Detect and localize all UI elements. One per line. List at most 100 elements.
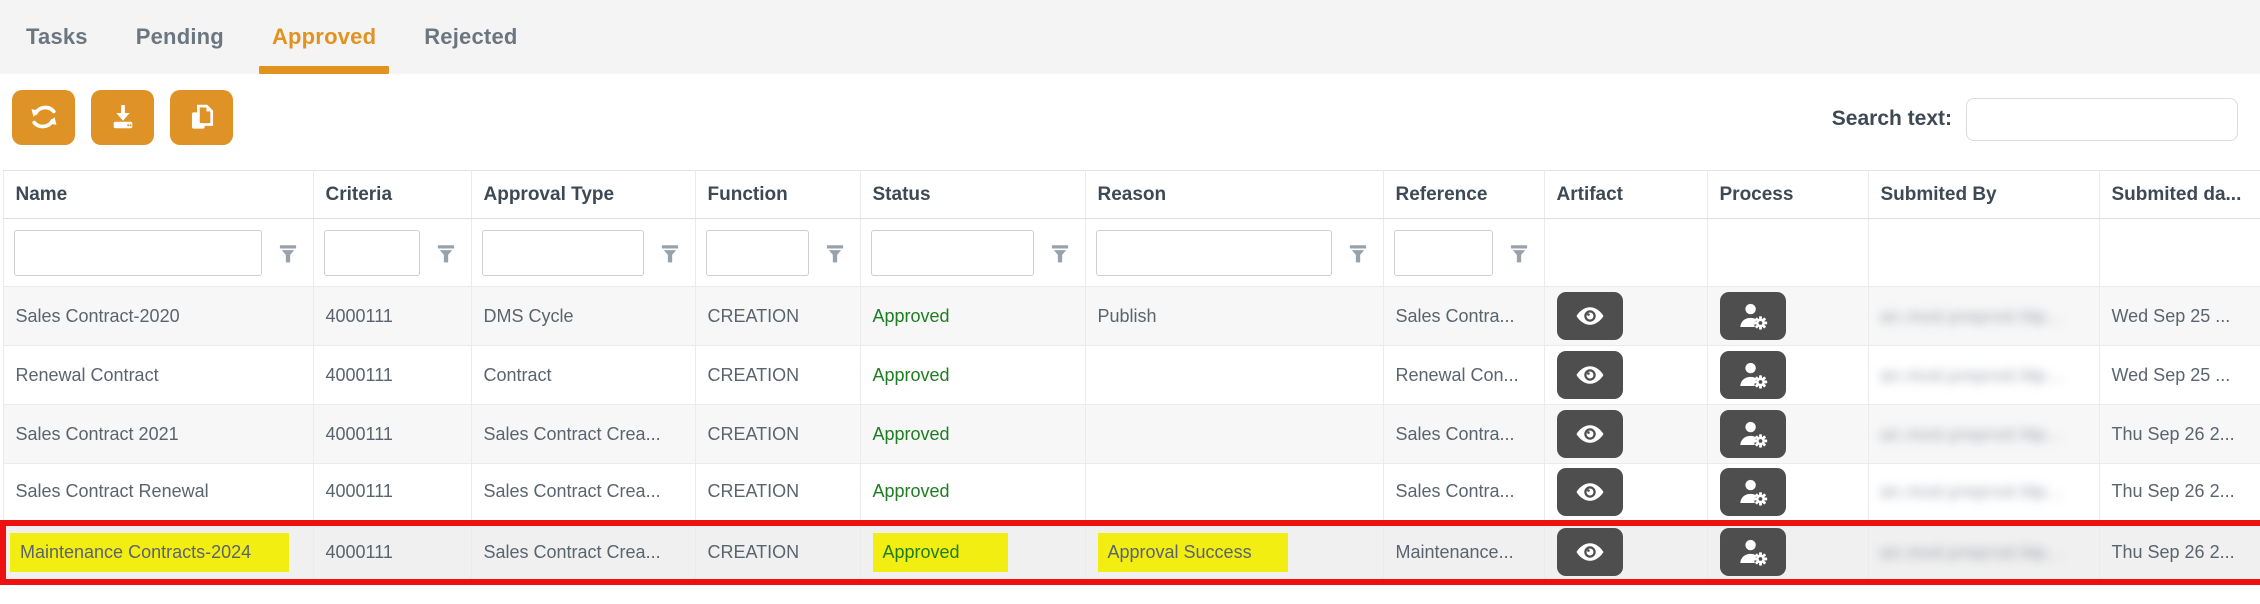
column-header-reason[interactable]: Reason	[1084, 170, 1384, 219]
tab-rejected[interactable]: Rejected	[424, 24, 518, 49]
copy-icon	[191, 104, 214, 129]
reference-value: Maintenance...	[1395, 541, 1514, 562]
cell-reference: Sales Contra...	[1382, 404, 1545, 464]
tab-tasks[interactable]: Tasks	[26, 24, 88, 49]
filter-icon[interactable]	[657, 240, 687, 266]
refresh-button[interactable]	[12, 89, 75, 145]
process-button[interactable]	[1719, 528, 1786, 576]
submitted-by-value: an.mod.preprod.fdp...	[1880, 306, 2065, 326]
column-header-status[interactable]: Status	[859, 170, 1086, 219]
artifact-view-button[interactable]	[1556, 410, 1623, 458]
column-header-label: Reason	[1097, 183, 1167, 205]
criteria-value: 4000111	[325, 305, 393, 326]
cell-criteria: 4000111	[312, 404, 472, 464]
column-header-label: Status	[872, 183, 931, 205]
column-header-function[interactable]: Function	[694, 170, 861, 219]
cell-submitted-date: Thu Sep 26 2...	[2098, 519, 2260, 585]
column-header-approval-type[interactable]: Approval Type	[470, 170, 696, 219]
cell-submitted-date: Thu Sep 26 2...	[2098, 463, 2260, 523]
cell-reference: Maintenance...	[1382, 519, 1545, 585]
artifact-view-button[interactable]	[1556, 351, 1623, 399]
filter-input-approval-type[interactable]	[481, 229, 644, 276]
cell-status: Approved	[859, 404, 1086, 464]
table-row[interactable]: Renewal Contract 4000111 Contract CREATION A…	[2, 345, 2260, 405]
cell-artifact	[1543, 519, 1708, 585]
criteria-value: 4000111	[325, 364, 393, 385]
filter-icon[interactable]	[1047, 240, 1077, 266]
filter-funnel-glyph	[1349, 244, 1366, 262]
function-value: CREATION	[707, 541, 800, 562]
cell-approval-type: Sales Contract Crea...	[470, 519, 696, 585]
column-header-name[interactable]: Name	[2, 170, 314, 219]
artifact-view-button[interactable]	[1556, 528, 1623, 576]
download-button[interactable]	[91, 89, 154, 145]
tab-approved[interactable]: Approved	[258, 0, 390, 74]
status-value: Approved	[872, 305, 950, 326]
cell-name: Renewal Contract	[2, 345, 314, 405]
name-value: Sales Contract Renewal	[15, 481, 209, 502]
filter-input-criteria[interactable]	[323, 229, 420, 276]
cell-reason: Publish	[1084, 286, 1384, 346]
artifact-view-button[interactable]	[1556, 467, 1623, 516]
column-header-reference[interactable]: Reference	[1382, 170, 1545, 219]
column-header-label: Function	[707, 183, 788, 205]
column-header-artifact[interactable]: Artifact	[1543, 170, 1708, 219]
process-button[interactable]	[1719, 467, 1786, 516]
cell-artifact	[1543, 404, 1708, 464]
filter-cell-process	[1706, 218, 1869, 287]
header-row: Name Criteria Approval Type Function Status R…	[2, 170, 2260, 219]
artifact-view-button[interactable]	[1556, 292, 1623, 340]
search-label: Search text:	[1831, 107, 1952, 130]
search-area: Search text:	[1831, 97, 2238, 141]
submitted-by-value: an.mod.preprod.fdp...	[1880, 542, 2065, 562]
status-value: Approved	[872, 423, 950, 444]
search-input[interactable]	[1966, 97, 2238, 141]
filter-icon[interactable]	[822, 240, 852, 266]
approval-type-value: Sales Contract Crea...	[483, 481, 661, 502]
filter-icon[interactable]	[275, 240, 305, 266]
column-header-submited-by[interactable]: Submited By	[1867, 170, 2100, 219]
table-row[interactable]: Sales Contract-2020 4000111 DMS Cycle CREAT…	[2, 286, 2260, 346]
name-value: Maintenance Contracts-2024	[10, 532, 289, 572]
filter-input-name[interactable]	[13, 229, 262, 276]
filter-icon[interactable]	[433, 240, 463, 266]
filter-row	[2, 218, 2260, 287]
filter-funnel-glyph	[437, 244, 454, 262]
process-button[interactable]	[1719, 351, 1786, 399]
submitted-by-value: an.mod.preprod.fdp...	[1880, 365, 2065, 385]
approval-type-value: DMS Cycle	[483, 305, 574, 326]
copy-button[interactable]	[170, 89, 233, 145]
cell-function: CREATION	[694, 519, 861, 585]
filter-icon[interactable]	[1345, 240, 1375, 266]
filter-input-reason[interactable]	[1095, 229, 1332, 276]
table-row[interactable]: Maintenance Contracts-2024 4000111 Sales C…	[0, 519, 2260, 585]
filter-funnel-glyph	[826, 244, 843, 262]
column-header-label: Process	[1719, 183, 1794, 205]
refresh-icon	[31, 105, 56, 129]
cell-approval-type: DMS Cycle	[470, 286, 696, 346]
tab-pending[interactable]: Pending	[135, 24, 224, 49]
column-header-criteria[interactable]: Criteria	[312, 170, 472, 219]
filter-input-function[interactable]	[705, 229, 809, 276]
column-header-submited-date[interactable]: Submited da...	[2098, 170, 2260, 219]
submitted-by-value: an.mod.preprod.fdp...	[1880, 424, 2065, 444]
criteria-value: 4000111	[325, 423, 393, 444]
user-gear-glyph	[1739, 421, 1767, 448]
column-header-process[interactable]: Process	[1706, 170, 1869, 219]
reason-value: Publish	[1097, 305, 1157, 326]
filter-cell-function	[694, 218, 861, 287]
function-value: CREATION	[707, 305, 800, 326]
filter-input-status[interactable]	[870, 229, 1034, 276]
cell-submitted-date: Wed Sep 25 ...	[2098, 345, 2260, 405]
function-value: CREATION	[707, 364, 800, 385]
process-button[interactable]	[1719, 292, 1786, 340]
submitted-date-value: Thu Sep 26 2...	[2111, 423, 2235, 444]
status-value: Approved	[872, 481, 950, 502]
download-icon	[113, 105, 132, 129]
filter-input-reference[interactable]	[1393, 229, 1493, 276]
table-row[interactable]: Sales Contract 2021 4000111 Sales Contract…	[2, 404, 2260, 464]
table-row[interactable]: Sales Contract Renewal 4000111 Sales Contr…	[2, 463, 2260, 523]
reference-value: Sales Contra...	[1395, 423, 1515, 444]
process-button[interactable]	[1719, 410, 1786, 458]
filter-icon[interactable]	[1506, 240, 1536, 266]
